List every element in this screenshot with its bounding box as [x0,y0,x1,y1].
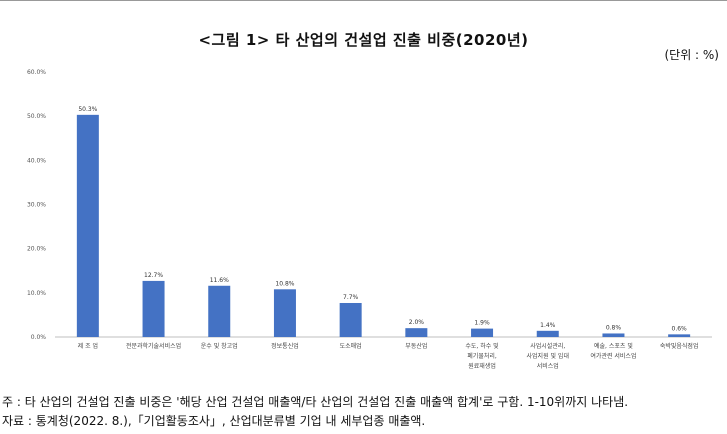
x-tick-label: 숙박및음식점업 [660,342,699,350]
y-tick-label: 40.0% [27,157,46,164]
data-label: 10.8% [275,280,294,287]
x-tick-label: 전문과학기술서비스업 [126,342,181,350]
bar [668,334,691,337]
x-tick-label: 여가관련 서비스업 [590,352,636,360]
x-tick-label: 제 조 업 [78,342,98,350]
data-label: 1.9% [474,320,490,327]
y-tick-label: 60.0% [27,69,46,76]
data-label: 1.4% [540,322,556,329]
source-text: 자료 : 통계청(2022. 8.),「기업활동조사」, 산업대분류별 기업 내… [2,414,426,428]
data-label: 12.7% [144,272,163,279]
data-label: 0.6% [672,325,688,332]
y-tick-label: 20.0% [27,246,46,253]
bar [405,328,428,337]
footnotes: 주 : 타 산업의 건설업 진출 비중은 '해당 산업 건설업 매출액/타 산업… [2,393,628,431]
bar [602,333,625,337]
x-tick-label: 부동산업 [405,342,427,350]
x-tick-label: 수도, 하수 및 [465,342,499,350]
x-tick-label: 원료재생업 [468,362,496,370]
x-tick-label: 서비스업 [537,362,559,370]
bar [471,328,494,337]
data-label: 11.6% [210,277,229,284]
bar [339,302,362,337]
y-tick-label: 0.0% [31,334,47,341]
x-tick-label: 정보통신업 [271,342,299,350]
bar [76,114,99,337]
bar-chart: 0.0% 10.0% 20.0% 30.0% 40.0% 50.0% 60.0% 50.3% 제… [27,69,712,370]
bar [536,330,559,337]
y-tick-label: 10.0% [27,290,46,297]
unit-label: (단위 : %) [664,48,719,62]
x-tick-label: 운수 및 창고업 [201,342,238,350]
figure-title: <그림 1> 타 산업의 건설업 진출 비중(2020년) [198,31,529,49]
bar [273,289,296,337]
data-label: 2.0% [409,319,425,326]
data-label: 50.3% [78,106,97,113]
x-tick-label: 사업시설관리, [530,342,565,350]
note-text: 주 : 타 산업의 건설업 진출 비중은 '해당 산업 건설업 매출액/타 산업… [2,395,629,409]
x-tick-label: 사업지원 및 임대 [527,352,569,360]
data-label: 7.7% [343,294,359,301]
y-tick-label: 50.0% [27,113,46,120]
y-tick-label: 30.0% [27,202,46,209]
data-label: 0.8% [606,324,622,331]
chart-area: 0.0% 10.0% 20.0% 30.0% 40.0% 50.0% 60.0% 50.3% 제… [0,58,727,385]
x-tick-label: 폐기물처리, [467,352,497,360]
x-tick-label: 예술, 스포츠 및 [594,342,633,350]
bar [208,285,231,337]
x-tick-label: 도소매업 [340,342,362,350]
bar [142,280,165,337]
